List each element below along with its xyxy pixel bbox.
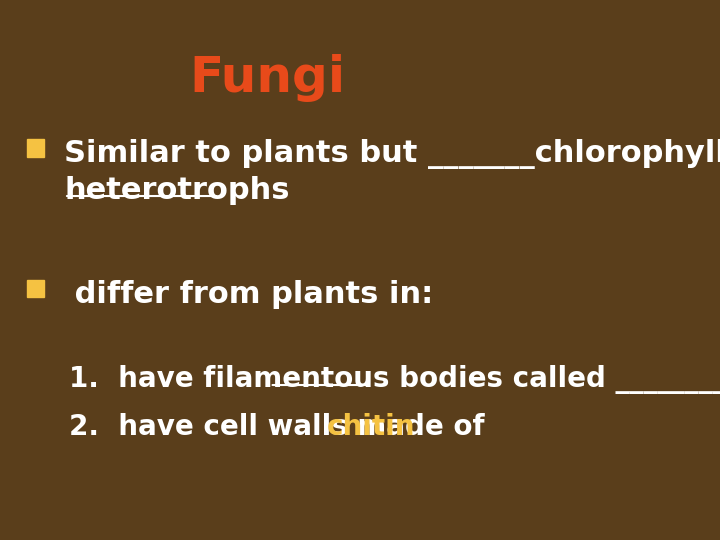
Text: chitin: chitin: [327, 413, 415, 441]
Bar: [27, 280, 44, 297]
Text: differ from plants in:: differ from plants in:: [64, 280, 433, 309]
Text: 2.  have cell walls made of: 2. have cell walls made of: [69, 413, 495, 441]
Text: heterotrophs: heterotrophs: [64, 176, 289, 205]
Text: Fungi: Fungi: [189, 54, 345, 102]
Bar: [27, 139, 44, 157]
Text: 1.  have filamentous bodies called _________: 1. have filamentous bodies called ______…: [69, 364, 720, 394]
Text: Similar to plants but _______chlorophyll:: Similar to plants but _______chlorophyll…: [64, 139, 720, 170]
